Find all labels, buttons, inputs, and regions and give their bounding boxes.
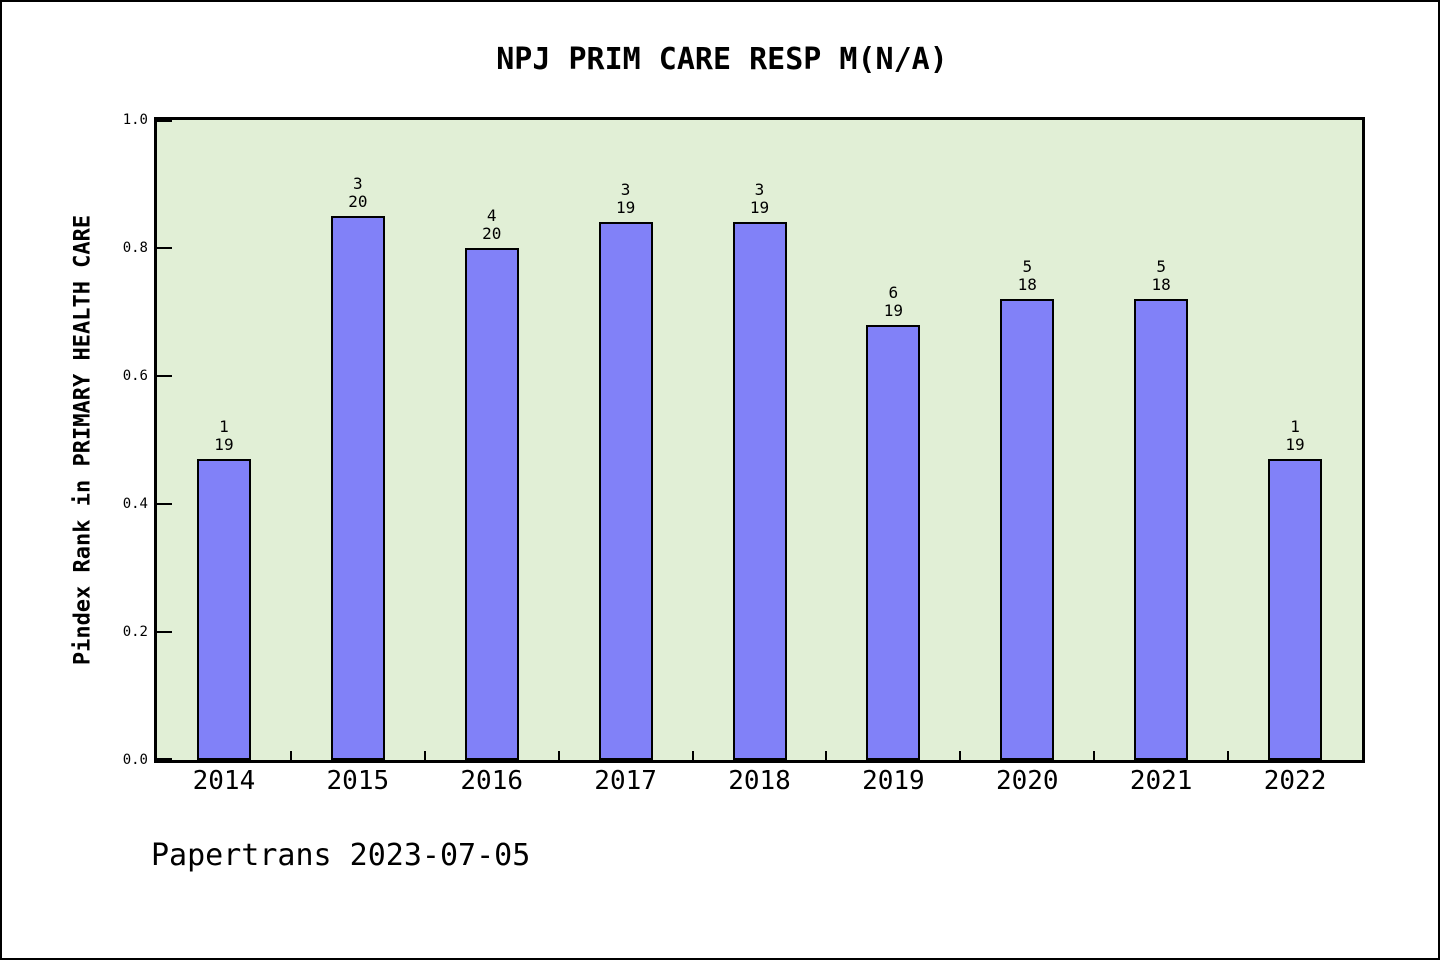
y-tick-label: 0.6 xyxy=(122,368,148,384)
bar-value-label-2016: 4 20 xyxy=(482,206,502,243)
y-tick-label: 1.0 xyxy=(122,112,148,128)
y-axis-label: Pindex Rank in PRIMARY HEALTH CARE xyxy=(70,214,96,666)
x-boundary-tick xyxy=(1093,751,1095,760)
y-tick-mark xyxy=(157,247,172,249)
bar-value-label-2018: 3 19 xyxy=(749,180,770,217)
y-tick-mark xyxy=(157,631,172,633)
bar-2015 xyxy=(331,216,385,760)
bar-2017 xyxy=(599,222,653,760)
y-tick-label: 0.0 xyxy=(122,752,148,768)
x-tick-label-2016: 2016 xyxy=(460,766,524,796)
x-boundary-tick xyxy=(959,751,961,760)
bar-value-label-2017: 3 19 xyxy=(615,180,636,217)
x-boundary-tick xyxy=(1227,751,1229,760)
bar-value-label-2014: 1 19 xyxy=(214,417,234,454)
y-tick-mark xyxy=(157,120,172,122)
x-tick-label-2020: 2020 xyxy=(995,766,1059,796)
bar-value-label-2022: 1 19 xyxy=(1285,417,1305,454)
bar-2018 xyxy=(733,222,787,760)
x-tick-label-2022: 2022 xyxy=(1263,766,1327,796)
watermark-text: Papertrans 2023-07-05 xyxy=(151,838,531,873)
y-tick-label: 0.2 xyxy=(122,624,148,640)
x-tick-label-2014: 2014 xyxy=(192,766,256,796)
bar-2014 xyxy=(197,459,251,760)
x-tick-label-2018: 2018 xyxy=(728,766,791,796)
y-tick-label: 0.4 xyxy=(122,496,148,512)
x-tick-label-2021: 2021 xyxy=(1129,766,1193,796)
y-tick-mark xyxy=(157,758,172,760)
x-boundary-tick xyxy=(825,751,827,760)
bar-2021 xyxy=(1134,299,1188,760)
bar-2020 xyxy=(1000,299,1054,760)
bar-value-label-2020: 5 18 xyxy=(1017,257,1037,294)
x-boundary-tick xyxy=(290,751,292,760)
bar-value-label-2019: 6 19 xyxy=(883,283,904,320)
x-tick-label-2015: 2015 xyxy=(326,766,390,796)
y-tick-mark xyxy=(157,503,172,505)
x-boundary-tick xyxy=(558,751,560,760)
bar-value-label-2015: 3 20 xyxy=(348,174,368,211)
y-tick-mark xyxy=(157,375,172,377)
chart-title: NPJ PRIM CARE RESP M(N/A) xyxy=(496,42,948,77)
bar-value-label-2021: 5 18 xyxy=(1151,257,1171,294)
bar-2019 xyxy=(866,325,920,760)
x-tick-label-2017: 2017 xyxy=(594,766,657,796)
bar-2022 xyxy=(1268,459,1322,760)
x-boundary-tick xyxy=(692,751,694,760)
x-tick-label-2019: 2019 xyxy=(862,766,925,796)
y-tick-label: 0.8 xyxy=(122,240,148,256)
x-boundary-tick xyxy=(424,751,426,760)
bar-2016 xyxy=(465,248,519,760)
